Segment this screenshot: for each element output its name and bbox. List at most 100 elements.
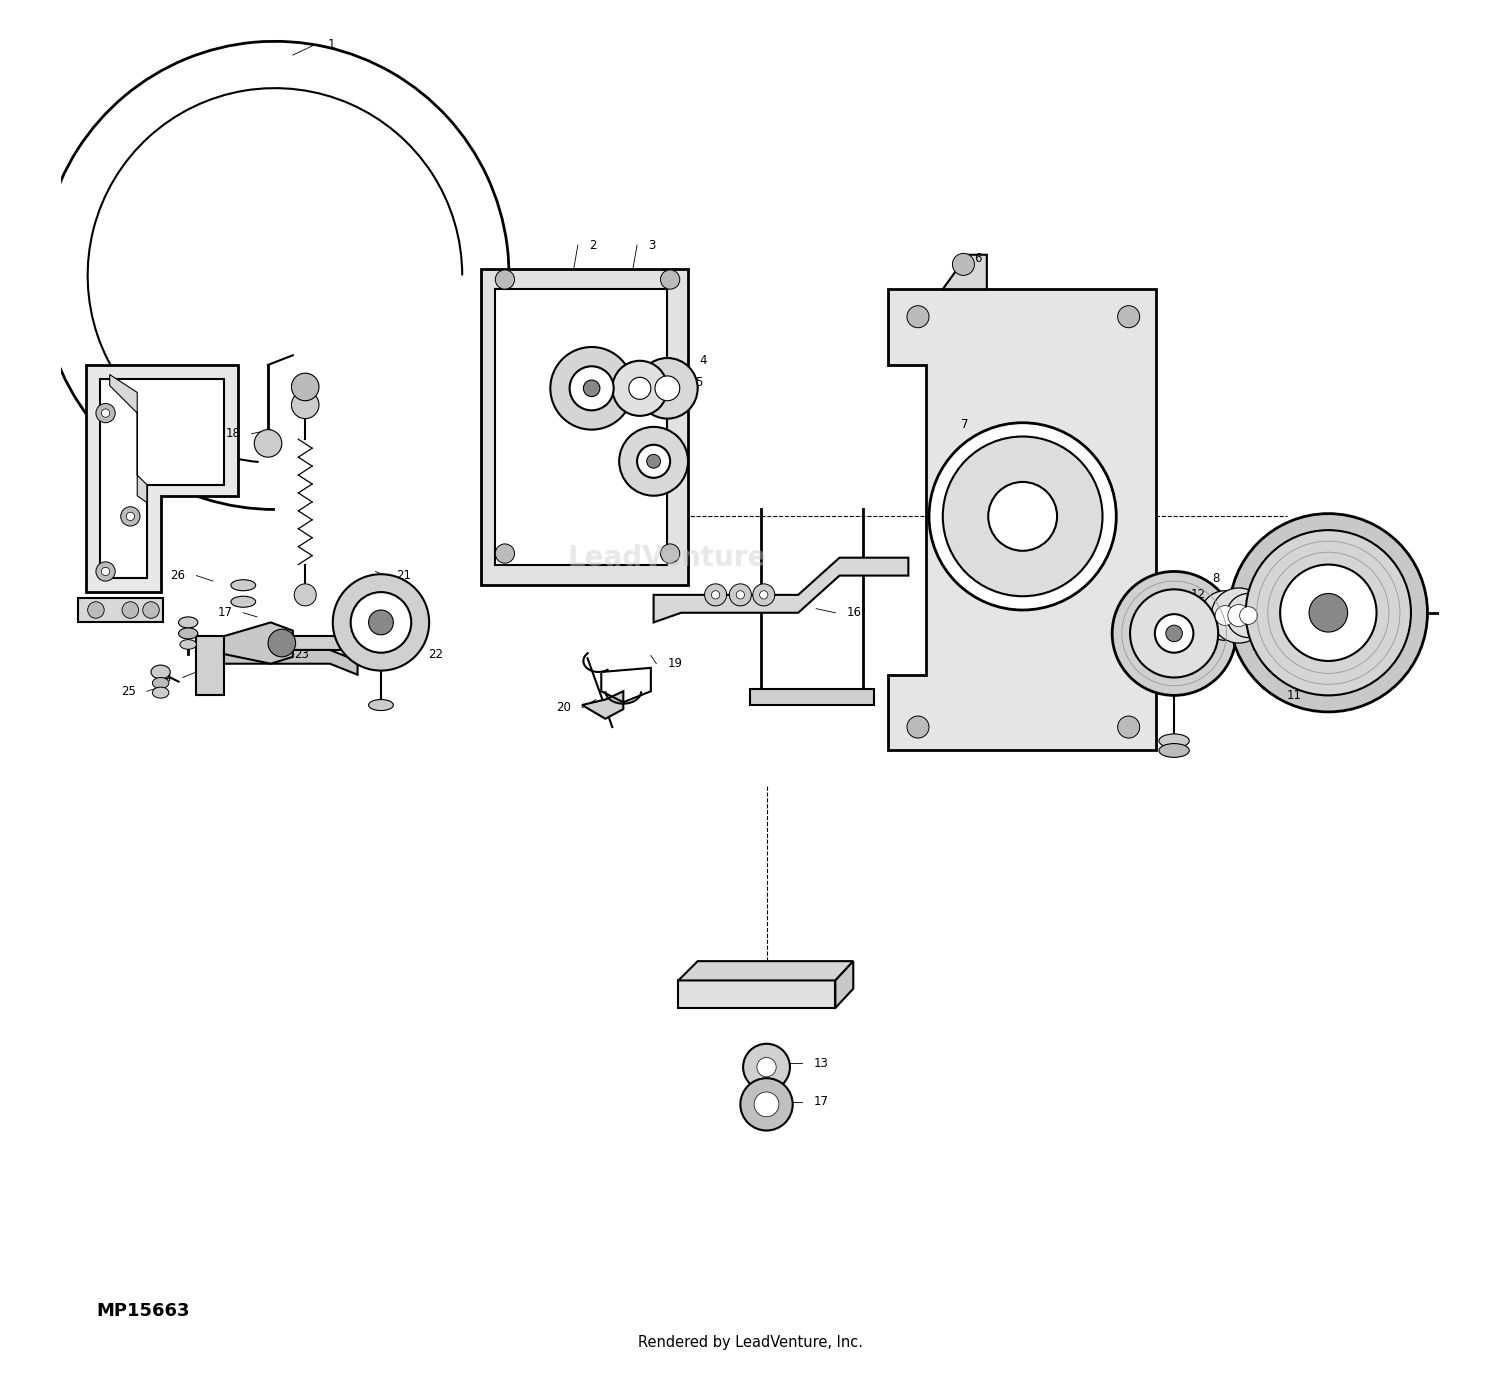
Circle shape xyxy=(656,376,680,401)
Text: 24: 24 xyxy=(156,671,171,684)
Text: 23: 23 xyxy=(294,647,309,661)
Text: 14: 14 xyxy=(1185,640,1200,654)
Polygon shape xyxy=(888,289,1156,750)
Text: 17: 17 xyxy=(813,1095,828,1108)
Ellipse shape xyxy=(369,700,393,711)
Circle shape xyxy=(1215,606,1234,625)
Circle shape xyxy=(268,629,296,657)
Circle shape xyxy=(102,409,110,417)
Polygon shape xyxy=(224,650,357,675)
Text: 1: 1 xyxy=(327,37,334,51)
Text: 6: 6 xyxy=(975,252,982,266)
Polygon shape xyxy=(678,961,853,980)
Polygon shape xyxy=(87,365,238,592)
Circle shape xyxy=(550,347,633,430)
Circle shape xyxy=(1455,605,1472,621)
Circle shape xyxy=(612,361,668,416)
Circle shape xyxy=(142,602,159,618)
Ellipse shape xyxy=(153,677,170,688)
Text: 16: 16 xyxy=(846,606,861,620)
Circle shape xyxy=(638,358,698,419)
Text: 4: 4 xyxy=(699,354,706,368)
Circle shape xyxy=(1473,627,1500,654)
Circle shape xyxy=(1227,593,1270,638)
Circle shape xyxy=(729,584,752,606)
Circle shape xyxy=(1200,591,1249,640)
Circle shape xyxy=(495,270,514,289)
Text: 22: 22 xyxy=(427,647,442,661)
Circle shape xyxy=(1155,614,1194,653)
Circle shape xyxy=(741,1078,792,1131)
Circle shape xyxy=(1212,588,1266,643)
Text: 9: 9 xyxy=(1300,555,1308,569)
Text: 21: 21 xyxy=(396,569,411,582)
Circle shape xyxy=(620,427,688,496)
Circle shape xyxy=(1118,716,1140,738)
Text: 25: 25 xyxy=(122,684,136,698)
Circle shape xyxy=(570,366,614,410)
Circle shape xyxy=(291,373,320,401)
Circle shape xyxy=(369,610,393,635)
Circle shape xyxy=(584,380,600,397)
Text: 17: 17 xyxy=(217,606,232,620)
Circle shape xyxy=(660,544,680,563)
Circle shape xyxy=(711,591,720,599)
Text: LeadVenture: LeadVenture xyxy=(567,544,766,571)
Circle shape xyxy=(753,584,776,606)
Ellipse shape xyxy=(1160,734,1190,748)
Circle shape xyxy=(908,306,928,328)
Circle shape xyxy=(255,430,282,457)
Polygon shape xyxy=(196,636,357,695)
Ellipse shape xyxy=(1160,744,1190,757)
Circle shape xyxy=(294,584,316,606)
Circle shape xyxy=(1228,605,1250,627)
Ellipse shape xyxy=(231,580,255,591)
Circle shape xyxy=(333,574,429,671)
Circle shape xyxy=(1130,589,1218,677)
Circle shape xyxy=(646,454,660,468)
Polygon shape xyxy=(750,688,874,705)
Circle shape xyxy=(291,391,320,419)
Ellipse shape xyxy=(180,639,196,649)
Ellipse shape xyxy=(153,687,170,698)
Text: 12: 12 xyxy=(1191,588,1206,602)
Text: 18: 18 xyxy=(225,427,240,441)
Circle shape xyxy=(908,716,928,738)
Circle shape xyxy=(1228,514,1428,712)
Ellipse shape xyxy=(152,665,171,679)
Circle shape xyxy=(96,562,116,581)
Polygon shape xyxy=(100,379,224,578)
Circle shape xyxy=(1239,607,1257,624)
Circle shape xyxy=(759,591,768,599)
Text: 10: 10 xyxy=(1274,662,1288,676)
Circle shape xyxy=(1166,625,1182,642)
Circle shape xyxy=(351,592,411,653)
Circle shape xyxy=(638,445,670,478)
Text: 19: 19 xyxy=(668,657,682,671)
Text: MP15663: MP15663 xyxy=(96,1301,189,1321)
Ellipse shape xyxy=(178,628,198,639)
Bar xyxy=(495,289,668,565)
Circle shape xyxy=(126,512,135,521)
Circle shape xyxy=(1443,592,1484,633)
Text: 15: 15 xyxy=(1180,665,1196,679)
Circle shape xyxy=(736,591,744,599)
Circle shape xyxy=(988,482,1058,551)
Text: 3: 3 xyxy=(648,238,656,252)
Circle shape xyxy=(1245,530,1412,695)
Circle shape xyxy=(87,602,104,618)
Polygon shape xyxy=(482,269,688,585)
Circle shape xyxy=(705,584,726,606)
Text: 7: 7 xyxy=(960,417,968,431)
Circle shape xyxy=(952,253,975,275)
Text: 13: 13 xyxy=(813,1056,828,1070)
Polygon shape xyxy=(678,980,836,1008)
Polygon shape xyxy=(110,375,147,503)
Circle shape xyxy=(660,270,680,289)
Circle shape xyxy=(944,437,1102,596)
Circle shape xyxy=(102,567,110,576)
Bar xyxy=(78,598,164,622)
Polygon shape xyxy=(654,558,909,622)
Polygon shape xyxy=(944,255,987,289)
Circle shape xyxy=(754,1092,778,1117)
